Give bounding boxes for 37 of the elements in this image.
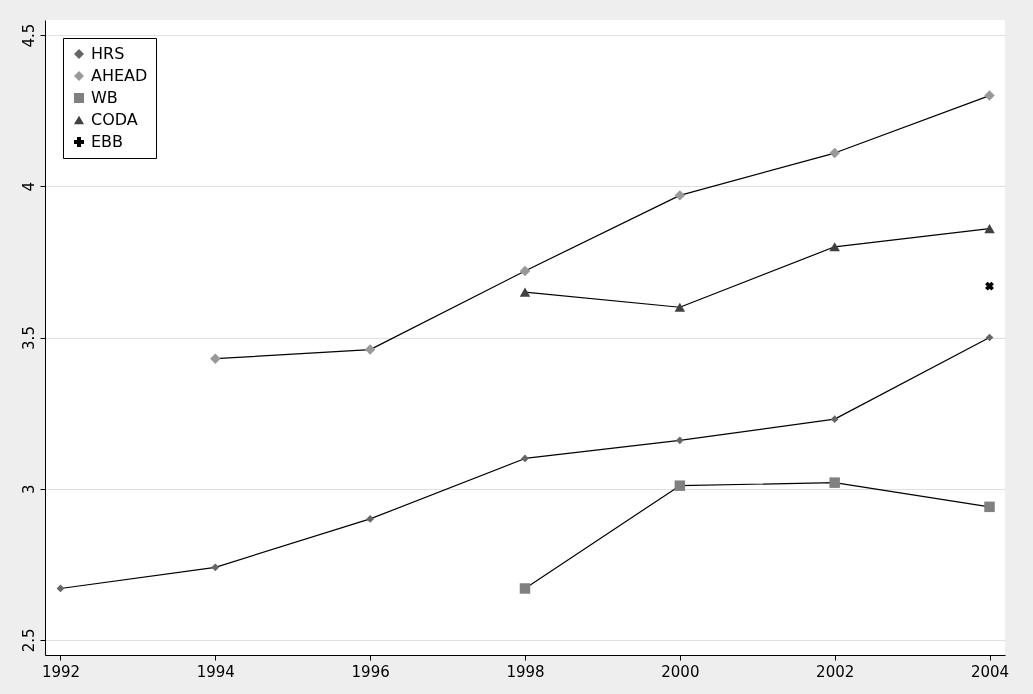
- y-tick-label: 4: [19, 182, 38, 192]
- y-tick-label: 3: [19, 484, 38, 494]
- legend-label: AHEAD: [91, 66, 148, 85]
- point: [830, 415, 839, 424]
- point: [985, 281, 994, 291]
- point: [675, 436, 684, 445]
- point: [674, 190, 686, 201]
- point: [211, 563, 220, 572]
- legend-label: WB: [91, 88, 118, 107]
- x-tick-label: 1992: [41, 662, 81, 681]
- legend-label: CODA: [91, 110, 138, 129]
- point: [984, 501, 995, 513]
- point: [984, 90, 995, 101]
- legend-label: HRS: [91, 44, 125, 63]
- point: [829, 242, 840, 252]
- point: [366, 515, 375, 523]
- x-tick-label: 2004: [970, 662, 1010, 681]
- y-tick-label: 3.5: [19, 326, 38, 350]
- point: [829, 477, 840, 488]
- point: [829, 147, 840, 159]
- x-tick-label: 1996: [351, 662, 390, 681]
- point: [521, 454, 529, 463]
- point: [519, 265, 531, 277]
- x-tick-label: 1998: [506, 662, 545, 681]
- y-tick-label: 2.5: [19, 628, 38, 653]
- point: [674, 480, 686, 491]
- y-tick-label: 4.5: [19, 23, 38, 48]
- x-tick-label: 2002: [816, 662, 855, 681]
- legend-label: EBB: [91, 132, 124, 151]
- point: [210, 353, 221, 364]
- point: [984, 224, 995, 234]
- point: [674, 302, 686, 312]
- point: [364, 344, 376, 355]
- point: [519, 583, 531, 594]
- x-tick-label: 1994: [196, 662, 235, 681]
- x-tick-label: 2000: [661, 662, 700, 681]
- point: [519, 287, 531, 297]
